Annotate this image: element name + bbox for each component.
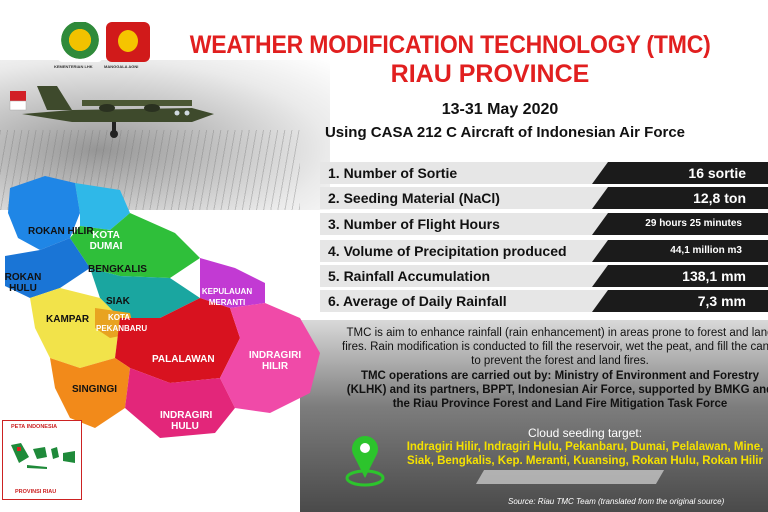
stat-label: 2. Seeding Material (NaCl) [320, 187, 620, 209]
map-region-indragiri-hulu [125, 368, 235, 438]
source-note: Source: Riau TMC Team (translated from t… [508, 497, 725, 506]
map-region-rokan-hilir [8, 176, 80, 250]
map-label-singingi: SINGINGI [72, 384, 118, 395]
map-label-kepulauan-meranti: KEPULAUAN MERANTI [201, 287, 253, 307]
stat-row: 3. Number of Flight Hours 29 hours 25 mi… [320, 213, 768, 235]
stat-value: 7,3 mm [592, 290, 768, 312]
stat-value: 29 hours 25 minutes [592, 213, 768, 235]
map-label-rokan-hulu: ROKAN HULU [4, 272, 42, 294]
stat-label: 1. Number of Sortie [320, 162, 620, 184]
tmc-description: TMC is aim to enhance rainfall (rain enh… [342, 327, 768, 367]
map-label-indragiri-hulu: INDRAGIRI HULU [160, 410, 213, 432]
klhk-logo [58, 22, 102, 62]
stat-row: 6. Average of Daily Rainfall 7,3 mm [320, 290, 768, 312]
stat-label: 6. Average of Daily Rainfall [320, 290, 620, 312]
page-title: WEATHER MODIFICATION TECHNOLOGY (TMC) [189, 31, 711, 59]
map-label-bengkalis: BENGKALIS [88, 264, 147, 275]
stat-label: 3. Number of Flight Hours [320, 213, 620, 235]
stat-label: 4. Volume of Precipitation produced [320, 240, 620, 262]
map-region-rokan-hulu [5, 238, 90, 298]
map-label-rokan-hilir: ROKAN HILIR [28, 226, 94, 237]
stat-value: 138,1 mm [592, 265, 768, 287]
aircraft-icon [9, 86, 214, 138]
map-label-kota-dumai: KOTA DUMAI [89, 230, 123, 252]
map-region-kepulauan-meranti [200, 258, 265, 308]
stat-row: 2. Seeding Material (NaCl) 12,8 ton [320, 187, 768, 209]
inset-map-caption: PROVINSI RIAU [15, 489, 57, 495]
page-subtitle: RIAU PROVINCE [390, 60, 590, 88]
map-region-singingi [50, 358, 130, 428]
stat-value: 16 sortie [592, 162, 768, 184]
date-range: 13-31 May 2020 [441, 101, 559, 118]
map-region-siak [90, 268, 200, 318]
stat-value: 12,8 ton [592, 187, 768, 209]
manggala-agni-logo [106, 22, 150, 62]
map-region-palalawan [115, 298, 240, 383]
map-region-indragiri-hilir [220, 303, 320, 413]
stat-row: 5. Rainfall Accumulation 138,1 mm [320, 265, 768, 287]
inset-map-title: PETA INDONESIA [11, 424, 58, 430]
map-region-kota-dumai [75, 183, 130, 230]
map-label-siak: SIAK [106, 296, 130, 307]
map-region-kampar [30, 288, 120, 368]
location-pin-icon [345, 436, 385, 487]
cloud-seeding-target: Cloud seeding target: Indragiri Hilir, I… [402, 426, 768, 498]
indonesia-inset-map: PETA INDONESIA PROVINSI RIAU [2, 420, 82, 500]
map-label-kota-pekanbaru: KOTA PEKANBARU [96, 313, 148, 333]
manggala-agni-logo-caption: MANGGALA AGNI [104, 64, 139, 69]
target-title: Cloud seeding target: [527, 426, 643, 440]
stat-row: 4. Volume of Precipitation produced 44,1… [320, 240, 768, 262]
map-label-palalawan: PALALAWAN [152, 354, 215, 365]
map-region-bengkalis [70, 213, 200, 278]
indonesia-map-icon [11, 443, 75, 469]
riau-province-map [5, 176, 320, 438]
stat-label: 5. Rainfall Accumulation [320, 265, 620, 287]
stat-value: 44,1 million m3 [592, 240, 768, 262]
map-label-indragiri-hilir: INDRAGIRI HILIR [248, 350, 302, 372]
operations-statement: TMC operations are carried out by: Minis… [346, 370, 768, 410]
target-list: Indragiri Hilir, Indragiri Hulu, Pekanba… [406, 441, 764, 467]
klhk-logo-caption: KEMENTERIAN LHK [54, 64, 93, 69]
stat-row: 1. Number of Sortie 16 sortie [320, 162, 768, 184]
aircraft-line: Using CASA 212 C Aircraft of Indonesian … [324, 124, 686, 141]
map-label-kampar: KAMPAR [46, 314, 90, 325]
